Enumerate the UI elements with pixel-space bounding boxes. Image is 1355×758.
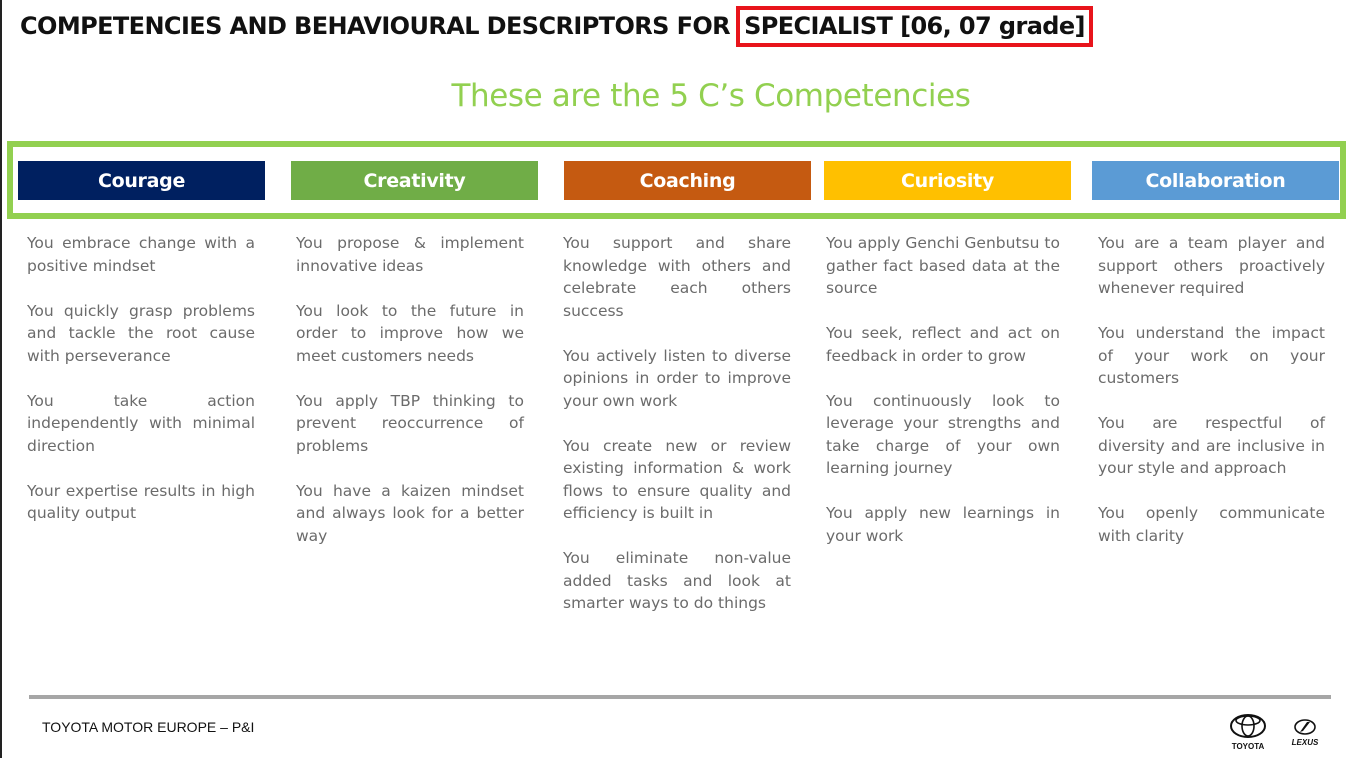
lexus-logo-icon: LEXUS [1292, 719, 1319, 747]
descriptor: You continuously look to leverage your s… [826, 391, 1060, 478]
descriptors-coaching: You support and share knowledge with oth… [563, 232, 791, 637]
descriptor: You seek, reflect and act on feedback in… [826, 324, 1060, 365]
header-courage: Courage [18, 161, 265, 200]
lexus-logo-text: LEXUS [1292, 738, 1319, 747]
descriptor: You apply new learnings in your work [826, 504, 1060, 545]
title-highlight-box: SPECIALIST [06, 07 grade] [736, 6, 1093, 47]
descriptor: You create new or review existing inform… [563, 436, 791, 523]
footer-label: TOYOTA MOTOR EUROPE – P&I [42, 719, 255, 735]
descriptor: You eliminate non-value added tasks and … [563, 549, 791, 612]
descriptor: You embrace change with a positive minds… [27, 234, 255, 275]
descriptor: You actively listen to diverse opinions … [563, 346, 791, 410]
toyota-logo-text: TOYOTA [1232, 742, 1265, 751]
descriptors-collaboration: You are a team player and support others… [1098, 232, 1325, 570]
descriptor: You look to the future in order to impro… [296, 301, 524, 365]
page-left-border [0, 0, 2, 758]
header-curiosity: Curiosity [824, 161, 1071, 200]
descriptor: You understand the impact of your work o… [1098, 324, 1325, 387]
descriptor: You openly communicate with clarity [1098, 504, 1325, 545]
descriptors-creativity: You propose & implement innovative ideas… [296, 232, 524, 570]
competency-header-frame [7, 141, 1346, 219]
header-collaboration: Collaboration [1092, 161, 1339, 200]
page-title: COMPETENCIES AND BEHAVIOURAL DESCRIPTORS… [20, 6, 1093, 47]
descriptors-curiosity: You apply Genchi Genbutsu to gather fact… [826, 232, 1060, 570]
descriptor: Your expertise results in high quality o… [27, 481, 255, 523]
header-coaching: Coaching [564, 161, 811, 200]
descriptor: You are a team player and support others… [1098, 234, 1325, 297]
descriptor: You apply TBP thinking to prevent reoccu… [296, 391, 524, 455]
descriptor: You are respectful of diversity and are … [1098, 414, 1325, 477]
page-subtitle: These are the 5 C’s Competencies [451, 78, 971, 114]
descriptors-courage: You embrace change with a positive minds… [27, 232, 255, 547]
header-creativity: Creativity [291, 161, 538, 200]
descriptor: You have a kaizen mindset and always loo… [296, 481, 524, 545]
descriptor: You propose & implement innovative ideas [296, 234, 524, 275]
descriptor: You quickly grasp problems and tackle th… [27, 301, 255, 365]
page-title-prefix: COMPETENCIES AND BEHAVIOURAL DESCRIPTORS… [20, 12, 731, 40]
descriptor: You apply Genchi Genbutsu to gather fact… [826, 234, 1060, 297]
descriptor: You take action independently with minim… [27, 391, 255, 455]
descriptor: You support and share knowledge with oth… [563, 234, 791, 320]
toyota-logo-icon: TOYOTA [1230, 714, 1266, 751]
footer-divider [29, 695, 1331, 699]
